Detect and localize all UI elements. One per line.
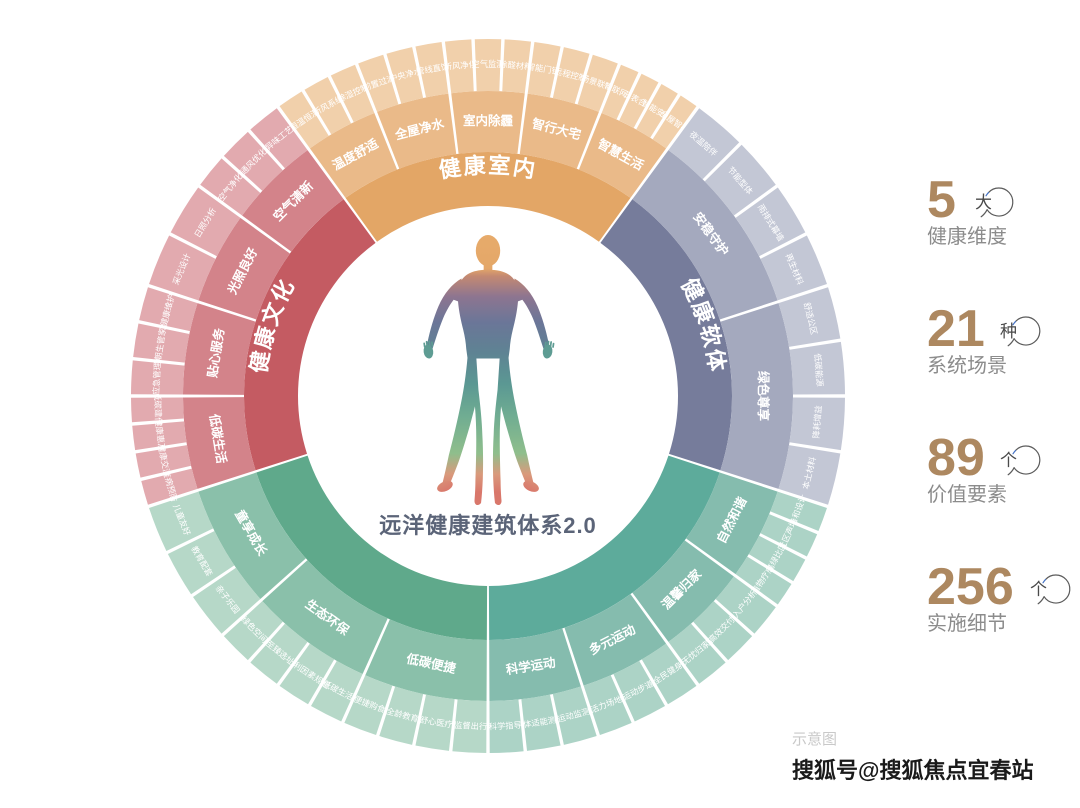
svg-text:低碳建传: 低碳建传 [152, 392, 163, 426]
svg-text:个: 个 [1000, 451, 1017, 470]
svg-text:示意图: 示意图 [792, 730, 837, 748]
svg-text:科学指导: 科学指导 [488, 720, 522, 732]
svg-text:个: 个 [1030, 580, 1047, 599]
svg-text:实施细节: 实施细节 [927, 612, 1007, 635]
svg-text:绿色尊享: 绿色尊享 [756, 371, 771, 422]
svg-text:大: 大 [975, 193, 992, 212]
svg-text:89: 89 [927, 429, 985, 487]
svg-text:应急管理: 应急管理 [151, 361, 163, 395]
svg-text:室内除霾: 室内除霾 [463, 113, 514, 128]
svg-text:种: 种 [1000, 322, 1017, 341]
svg-text:价值要素: 价值要素 [927, 483, 1007, 506]
svg-text:健康维度: 健康维度 [927, 225, 1007, 248]
svg-text:21: 21 [927, 300, 985, 358]
svg-text:5: 5 [927, 171, 956, 229]
svg-text:搜狐号@搜狐焦点宜春站: 搜狐号@搜狐焦点宜春站 [792, 758, 1033, 783]
svg-text:监督出行: 监督出行 [454, 720, 488, 732]
svg-text:系统场景: 系统场景 [927, 354, 1007, 377]
svg-text:远洋健康建筑体系2.0: 远洋健康建筑体系2.0 [379, 513, 597, 538]
svg-text:256: 256 [927, 558, 1014, 616]
